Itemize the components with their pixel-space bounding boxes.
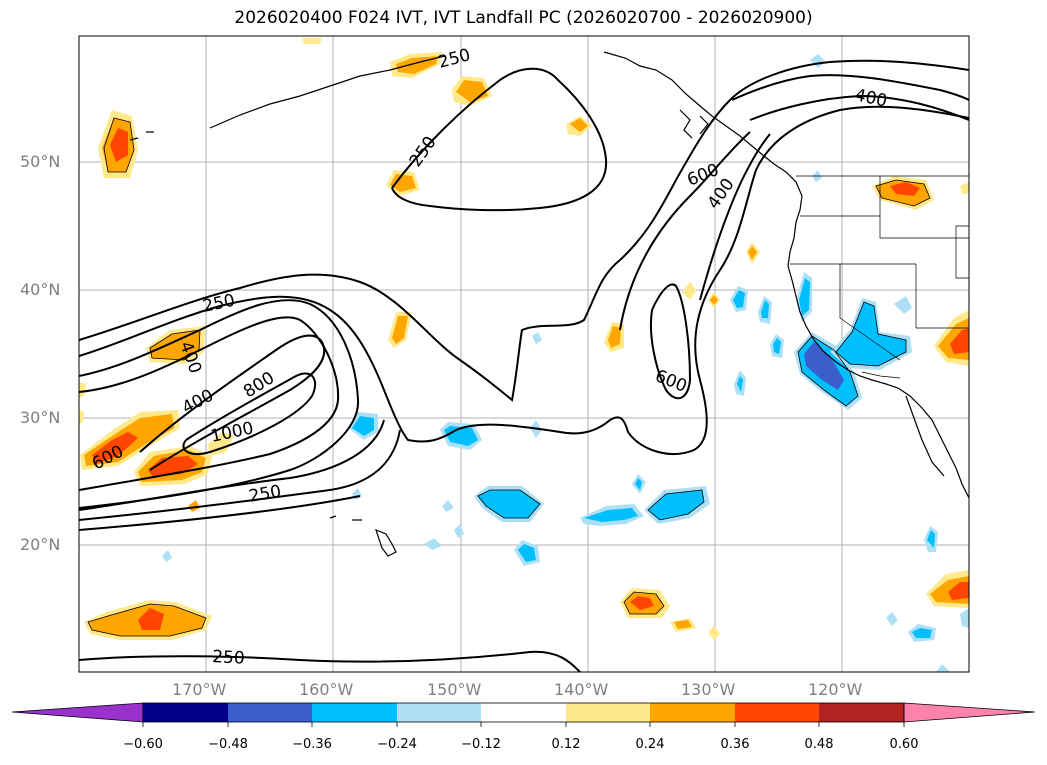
- lon-tick-label: 120°W: [808, 680, 863, 699]
- ivt-contours: [79, 59, 969, 672]
- colorbar-segment: [312, 703, 397, 722]
- colorbar-tick-label: 0.48: [804, 737, 834, 752]
- colorbar-tick-label: 0.12: [551, 737, 581, 752]
- colorbar-extend-high: [903, 702, 1036, 723]
- lat-tick-label: 30°N: [20, 408, 61, 427]
- colorbar-segment: [650, 703, 735, 722]
- state-borders: [790, 175, 969, 379]
- colorbar-segment: [481, 703, 566, 722]
- positive-pc-patches: [79, 38, 969, 640]
- contour-label: 600: [652, 366, 690, 397]
- lat-tick-label: 20°N: [20, 535, 61, 554]
- map-title: 2026020400 F024 IVT, IVT Landfall PC (20…: [234, 8, 813, 28]
- lat-tick-label: 50°N: [20, 152, 61, 171]
- pc-outlines: [87, 117, 931, 637]
- coastlines: [129, 51, 969, 557]
- colorbar-tick-label: 0.36: [720, 737, 750, 752]
- lon-tick-label: 130°W: [681, 680, 736, 699]
- lon-tick-label: 140°W: [554, 680, 609, 699]
- map-canvas: 250 250 250 250 250 400 400 400 400 600 …: [79, 36, 969, 672]
- colorbar: [11, 702, 1036, 727]
- colorbar-tick-label: −0.24: [377, 737, 417, 752]
- colorbar-segment: [228, 703, 312, 722]
- colorbar-segment: [397, 703, 481, 722]
- colorbar-tick-label: −0.12: [461, 737, 501, 752]
- colorbar-segment: [566, 703, 650, 722]
- negative-pc-patches: [162, 54, 969, 672]
- colorbar-segment: [819, 703, 904, 722]
- colorbar-tick-label: −0.48: [208, 737, 248, 752]
- colorbar-tick-label: 0.60: [889, 737, 919, 752]
- colorbar-extend-low: [11, 702, 144, 723]
- contour-labels: 250 250 250 250 250 400 400 400 400 600 …: [89, 45, 889, 669]
- lat-tick-label: 40°N: [20, 280, 61, 299]
- lon-tick-label: 160°W: [299, 680, 354, 699]
- map-frame: [78, 35, 970, 673]
- colorbar-segment: [735, 703, 819, 722]
- lon-tick-label: 150°W: [427, 680, 482, 699]
- colorbar-tick-label: 0.24: [635, 737, 665, 752]
- colorbar-segment: [143, 703, 228, 722]
- lon-tick-label: 170°W: [172, 680, 227, 699]
- contour-label: 250: [247, 482, 282, 507]
- contour-label: 400: [179, 386, 217, 419]
- colorbar-tick-label: −0.60: [123, 737, 163, 752]
- contour-label: 250: [436, 45, 473, 73]
- contour-label: 250: [212, 647, 245, 669]
- colorbar-tick-label: −0.36: [292, 737, 332, 752]
